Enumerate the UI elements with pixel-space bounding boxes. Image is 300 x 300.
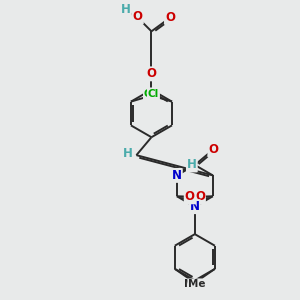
Text: Me: Me xyxy=(184,279,202,289)
Text: O: O xyxy=(146,68,156,80)
Text: N: N xyxy=(190,200,200,213)
Text: H: H xyxy=(123,147,133,160)
Text: Cl: Cl xyxy=(148,88,159,98)
Text: O: O xyxy=(208,143,218,157)
Text: O: O xyxy=(195,190,205,203)
Text: Me: Me xyxy=(188,279,206,289)
Text: O: O xyxy=(165,11,175,24)
Text: N: N xyxy=(172,169,182,182)
Text: H: H xyxy=(187,158,197,172)
Text: Cl: Cl xyxy=(144,88,155,98)
Text: O: O xyxy=(133,11,143,23)
Text: O: O xyxy=(185,190,195,203)
Text: H: H xyxy=(121,3,131,16)
